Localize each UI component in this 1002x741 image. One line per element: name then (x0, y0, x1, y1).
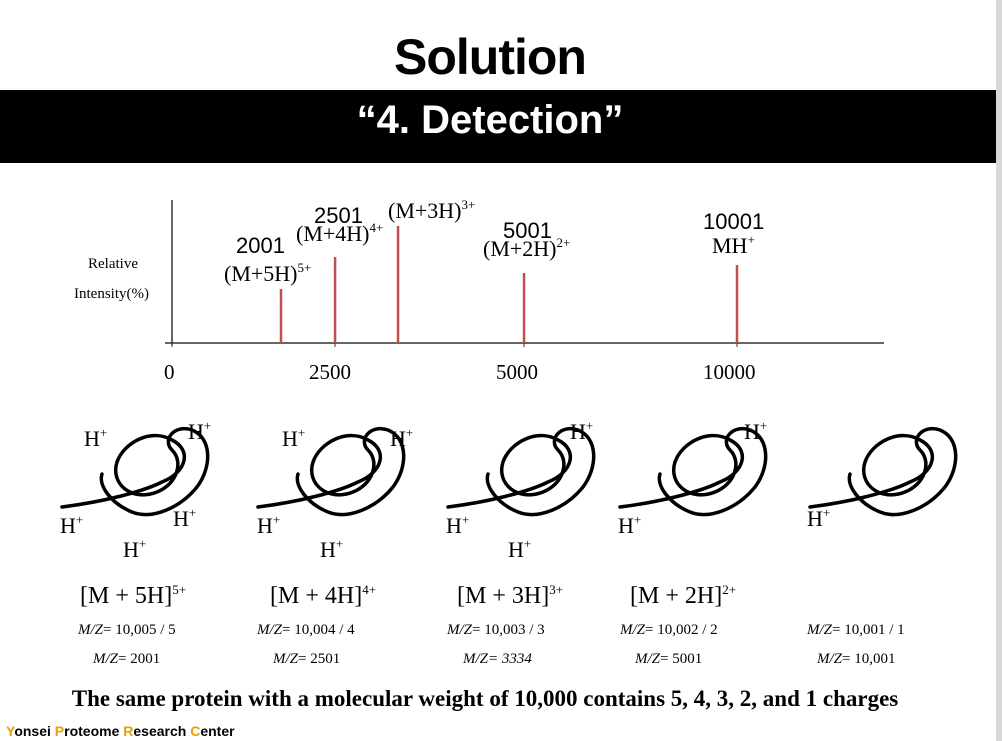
proton-label: H+ (508, 536, 532, 562)
y-axis-label-line2: Intensity(%) (74, 286, 149, 302)
proton-label: H+ (123, 536, 147, 562)
mz-result: M/Z= 10,001 (817, 651, 896, 667)
footer-statement: The same protein with a molecular weight… (71, 686, 899, 711)
proton-label: H+ (446, 512, 470, 538)
protein-curl (446, 426, 596, 517)
proton-label: H+ (807, 505, 831, 531)
mz-calculation: M/Z= 10,001 / 1 (807, 622, 905, 638)
x-tick-label: 2500 (309, 360, 351, 384)
x-tick-label: 0 (164, 360, 175, 384)
proton-label: H+ (744, 418, 768, 444)
slide-title: Solution (394, 29, 587, 85)
y-axis-label-line1: Relative (88, 256, 138, 272)
x-tick-label: 10000 (703, 360, 756, 384)
slide-right-border (996, 0, 1002, 741)
ion-formula: [M + 5H]5+ (80, 582, 187, 609)
protein-curl (60, 426, 210, 517)
proton-label: H+ (390, 425, 414, 451)
mz-result: M/Z= 2501 (273, 651, 341, 667)
protein-curls (60, 426, 958, 517)
protein-curl (808, 426, 958, 517)
proton-label: H+ (173, 505, 197, 531)
peak-mass-label: 5001 (503, 218, 552, 243)
proton-label: H+ (618, 512, 642, 538)
proton-label: H+ (257, 512, 281, 538)
banner-text: “4. Detection” (356, 98, 624, 142)
mz-calculation: M/Z= 10,004 / 4 (257, 622, 355, 638)
protein-curl (618, 426, 768, 517)
mz-result: M/Z= 2001 (93, 651, 161, 667)
mz-calculation: M/Z= 10,005 / 5 (78, 622, 176, 638)
proton-label: H+ (84, 425, 108, 451)
proton-label: H+ (282, 425, 306, 451)
proton-label: H+ (570, 418, 594, 444)
ion-formula: [M + 2H]2+ (630, 582, 737, 609)
peak-ion-label: MH+ (712, 232, 755, 258)
peak-ion-label: (M+2H)2+ (483, 235, 571, 261)
peak-ion-label: (M+5H)5+ (224, 260, 312, 286)
mz-result: M/Z= 3334 (463, 651, 532, 667)
proton-label: H+ (320, 536, 344, 562)
peak-mass-label: 2001 (236, 233, 285, 258)
mz-calculation: M/Z= 10,002 / 2 (620, 622, 718, 638)
peak-ion-label: (M+4H)4+ (296, 220, 384, 246)
peak-ion-label: (M+3H)3+ (388, 197, 476, 223)
mz-calculation: M/Z= 10,003 / 3 (447, 622, 545, 638)
peak-mass-label: 10001 (703, 209, 765, 234)
proton-label: H+ (60, 512, 84, 538)
x-tick-label: 5000 (496, 360, 538, 384)
protein-curl (256, 426, 406, 517)
peak-mass-label: 2501 (314, 203, 363, 228)
ion-formula: [M + 3H]3+ (457, 582, 564, 609)
title-banner (0, 90, 996, 163)
mz-result: M/Z= 5001 (635, 651, 703, 667)
ion-formula: [M + 4H]4+ (270, 582, 377, 609)
proton-label: H+ (188, 418, 212, 444)
brand-footer: Yonsei Proteome Research Center (6, 723, 235, 739)
